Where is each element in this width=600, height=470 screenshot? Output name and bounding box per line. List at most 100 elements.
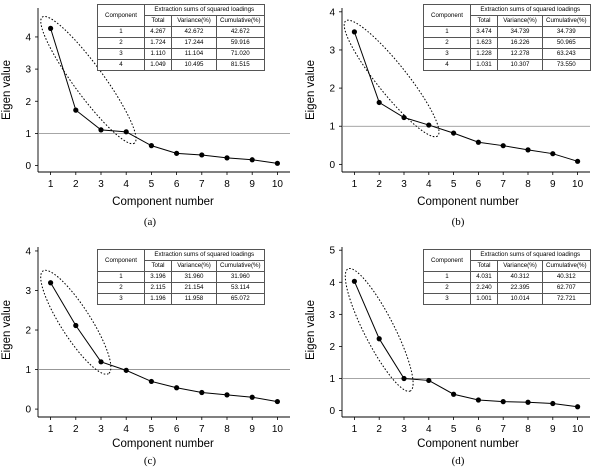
- y-tick-label: 3: [25, 286, 31, 297]
- data-point: [274, 160, 280, 166]
- retained-components-ellipse: [40, 15, 137, 145]
- data-point: [376, 336, 382, 342]
- data-point: [48, 25, 54, 31]
- data-point: [500, 143, 506, 149]
- total-cell: 2.115: [144, 282, 172, 294]
- data-point: [351, 278, 357, 284]
- table-subheader-row: Total Variance(%) Cumulative(%): [424, 260, 591, 272]
- variance-explained-table: Component Extraction sums of squared load…: [97, 4, 265, 71]
- table-header-row: Component Extraction sums of squared load…: [423, 249, 591, 272]
- variance-cell: 42.672: [171, 26, 217, 38]
- data-point: [550, 151, 556, 157]
- total-cell: 1.228: [470, 48, 498, 60]
- x-tick-label: 3: [98, 424, 104, 435]
- total-cell: 1.031: [470, 59, 498, 71]
- data-point: [224, 155, 230, 161]
- data-point: [550, 400, 556, 407]
- cumulative-cell: 71.020: [216, 48, 265, 60]
- cumulative-cell: 50.965: [542, 37, 591, 49]
- y-tick-label: 1: [25, 129, 31, 140]
- component-number-cell: 4: [97, 59, 145, 71]
- component-number-cell: 3: [97, 48, 145, 60]
- variance-cell: 40.312: [497, 271, 543, 283]
- data-point: [475, 397, 481, 403]
- cumulative-cell: 81.515: [216, 59, 265, 71]
- x-tick-label: 8: [525, 424, 531, 435]
- variance-cell: 16.226: [497, 37, 543, 49]
- extraction-group-header: Extraction sums of squared loadings: [144, 4, 265, 16]
- data-point: [351, 29, 357, 35]
- total-cell: 3.474: [470, 26, 498, 38]
- eigenvalue-series-line: [353, 281, 578, 408]
- cumulative-cell: 31.960: [216, 271, 265, 283]
- data-point: [426, 122, 432, 128]
- chart-panel: 0 1 2 3 4 1 2 3 4 5 6 7 8 9 10 Component number Eigen va…: [300, 0, 600, 235]
- table-subheader-row: Total Variance(%) Cumulative(%): [424, 15, 591, 27]
- data-point: [249, 157, 255, 163]
- panel-caption: (d): [452, 455, 465, 467]
- component-number-cell: 1: [97, 26, 145, 38]
- retained-components-ellipse: [344, 267, 414, 392]
- x-tick-label: 2: [73, 179, 79, 190]
- table-header-row: Component Extraction sums of squared load…: [423, 4, 591, 27]
- eigenvalue-series-line: [353, 31, 578, 162]
- x-tick-label: 3: [401, 424, 407, 435]
- component-number-cell: 4: [423, 59, 471, 71]
- y-tick-label: 4: [25, 32, 31, 43]
- x-tick-label: 9: [249, 424, 255, 435]
- y-tick-label: 3: [329, 310, 335, 321]
- total-cell: 1.001: [470, 293, 498, 305]
- data-point: [199, 389, 205, 396]
- total-cell: 1.110: [144, 48, 172, 60]
- column-header: Variance(%): [497, 15, 543, 27]
- component-number-cell: 2: [423, 282, 471, 294]
- data-point: [98, 127, 104, 133]
- column-header: Cumulative(%): [542, 260, 591, 272]
- chart-panel: 0 1 2 3 4 1 2 3 4 5 6 7 8 9 10 Component number Eigen va…: [0, 235, 300, 470]
- table-row: 2 1.724 17.244 59.916: [97, 37, 265, 49]
- column-header: Total: [144, 15, 172, 27]
- cumulative-cell: 72.721: [542, 293, 591, 305]
- data-point: [525, 399, 531, 405]
- cumulative-cell: 63.243: [542, 48, 591, 60]
- component-number-cell: 3: [97, 293, 145, 305]
- x-tick-label: 4: [426, 179, 432, 190]
- y-tick-label: 1: [329, 374, 335, 385]
- x-tick-label: 3: [98, 179, 104, 190]
- extraction-group-header: Extraction sums of squared loadings: [470, 4, 591, 16]
- y-tick-label: 0: [329, 406, 335, 417]
- variance-cell: 10.495: [171, 59, 217, 71]
- table-header-row: Component Extraction sums of squared load…: [97, 249, 265, 272]
- table-subheader-row: Total Variance(%) Cumulative(%): [98, 260, 265, 272]
- y-tick-label: 4: [329, 278, 335, 289]
- component-column-header: Component: [97, 4, 145, 27]
- table-row: 3 1.228 12.278 63.243: [423, 48, 591, 60]
- x-tick-label: 1: [48, 424, 54, 435]
- table-row: 1 3.474 34.739 34.739: [423, 26, 591, 38]
- y-axis-label: Eigen value: [1, 60, 13, 120]
- x-tick-label: 9: [249, 179, 255, 190]
- column-header: Total: [470, 260, 498, 272]
- y-tick-label: 1: [25, 365, 31, 376]
- cumulative-cell: 53.114: [216, 282, 265, 294]
- table-subheader-row: Total Variance(%) Cumulative(%): [98, 15, 265, 27]
- data-point: [575, 404, 581, 410]
- table-row: 1 3.196 31.960 31.960: [97, 271, 265, 283]
- data-point: [525, 147, 531, 153]
- table-row: 3 1.110 11.104 71.020: [97, 48, 265, 60]
- extraction-group-header: Extraction sums of squared loadings: [470, 249, 591, 261]
- x-tick-label: 10: [272, 179, 284, 190]
- component-column-header: Component: [423, 249, 471, 272]
- column-header: Cumulative(%): [216, 15, 265, 27]
- data-point: [500, 399, 506, 405]
- variance-cell: 12.278: [497, 48, 543, 60]
- y-tick-label: 4: [25, 246, 31, 257]
- x-tick-label: 10: [572, 179, 584, 190]
- column-header: Variance(%): [171, 260, 217, 272]
- variance-cell: 21.154: [171, 282, 217, 294]
- data-point: [148, 378, 154, 385]
- x-tick-label: 8: [224, 424, 230, 435]
